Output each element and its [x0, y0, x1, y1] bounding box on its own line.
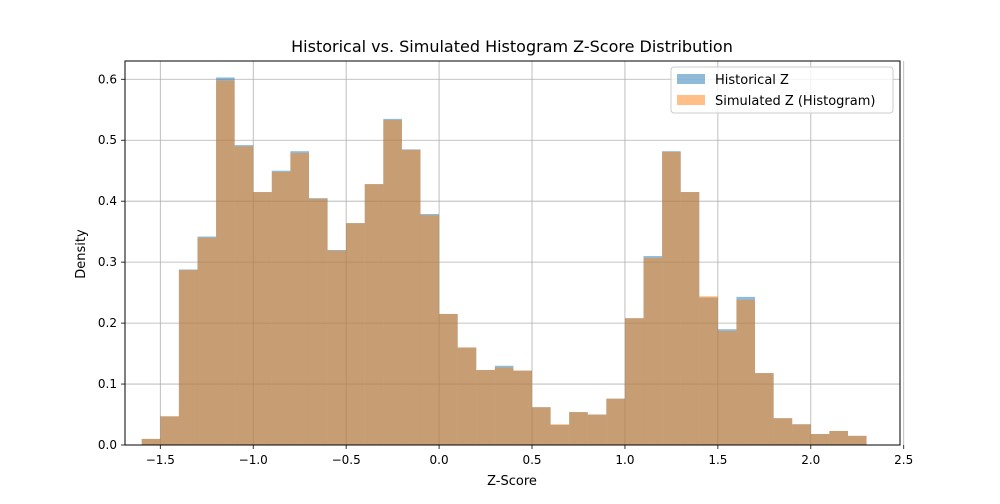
histogram-bar-series-2 [364, 184, 384, 445]
histogram-bar-series-2 [755, 373, 774, 445]
histogram-bar-series-2 [271, 171, 291, 445]
legend-swatch-series-1 [677, 74, 705, 84]
x-tick-label: 1.5 [708, 453, 727, 467]
x-axis-label: Z-Score [487, 474, 537, 489]
chart-title: Historical vs. Simulated Histogram Z-Sco… [291, 37, 733, 56]
plot-frame [124, 60, 901, 446]
histogram-bar-series-2 [643, 257, 663, 445]
y-tick-label: 0.6 [98, 72, 117, 86]
legend-label-series-1: Historical Z [715, 73, 789, 88]
histogram-bar-series-2 [569, 412, 588, 445]
histogram-bar-series-2 [141, 438, 161, 445]
histogram-bar-series-2 [253, 192, 272, 445]
histogram-bar-series-2 [290, 153, 309, 446]
y-tick-label: 0.5 [98, 133, 117, 147]
histogram-bar-series-2 [662, 151, 681, 446]
legend-label-series-2: Simulated Z (Histogram) [715, 94, 875, 109]
histogram-bar-series-2 [383, 120, 402, 445]
histogram-bar-series-2 [550, 424, 570, 445]
histogram-bar-series-2 [532, 407, 551, 445]
histogram-bar-series-2 [420, 215, 440, 445]
y-tick-label: 0.2 [98, 316, 117, 330]
histogram-bar-series-2 [810, 434, 830, 445]
legend: Historical Z Simulated Z (Histogram) [670, 66, 894, 114]
histogram-bar-series-2 [439, 313, 458, 445]
histogram-bar-series-2 [494, 367, 514, 445]
histogram-bar-series-2 [736, 299, 756, 445]
x-tick-label: −1.5 [146, 453, 175, 467]
y-tick-label: 0.3 [98, 255, 117, 269]
histogram-bar-series-2 [457, 347, 477, 445]
legend-swatch-series-2 [677, 95, 705, 105]
histogram-bar-series-2 [680, 192, 700, 445]
histogram-bar-series-2 [216, 80, 235, 445]
histogram-bar-series-2 [401, 149, 421, 445]
legend-box [670, 66, 894, 114]
histogram-bar-series-2 [308, 198, 328, 445]
histogram-bar-series-2 [234, 146, 254, 446]
x-axis-ticks: −1.5 −1.0 −0.5 0.0 0.5 1.0 1.5 2.0 2.5 [146, 445, 913, 467]
histogram-bar-series-2 [792, 424, 811, 445]
histogram-bar-series-2 [847, 435, 867, 445]
x-tick-label: 2.5 [894, 453, 913, 467]
histogram-bar-series-2 [587, 414, 607, 445]
y-tick-label: 0.1 [98, 377, 117, 391]
histogram-bar-series-2 [717, 331, 737, 445]
histogram-bars [141, 77, 867, 446]
y-axis-label: Density [74, 229, 89, 279]
histogram-bar-series-2 [829, 430, 848, 445]
histogram-bar-series-2 [197, 237, 217, 445]
y-tick-label: 0.0 [98, 438, 117, 452]
y-tick-label: 0.4 [98, 194, 117, 208]
histogram-bar-series-2 [624, 318, 644, 445]
x-tick-label: −1.0 [239, 453, 268, 467]
histogram-bar-series-2 [160, 416, 179, 445]
histogram-bar-series-2 [476, 370, 495, 445]
x-tick-label: −0.5 [332, 453, 361, 467]
x-tick-label: 1.0 [615, 453, 634, 467]
histogram-bar-series-2 [699, 296, 718, 445]
x-tick-label: 2.0 [801, 453, 820, 467]
histogram-bar-series-2 [773, 418, 793, 445]
y-axis-ticks: 0.0 0.1 0.2 0.3 0.4 0.5 0.6 [98, 72, 125, 452]
x-tick-label: 0.5 [522, 453, 541, 467]
histogram-bar-series-2 [178, 270, 198, 445]
histogram-bar-series-2 [327, 250, 347, 445]
histogram-bar-series-2 [513, 370, 533, 445]
histogram-bar-series-2 [606, 398, 625, 445]
histogram-bar-series-2 [346, 223, 365, 445]
x-tick-label: 0.0 [430, 453, 449, 467]
